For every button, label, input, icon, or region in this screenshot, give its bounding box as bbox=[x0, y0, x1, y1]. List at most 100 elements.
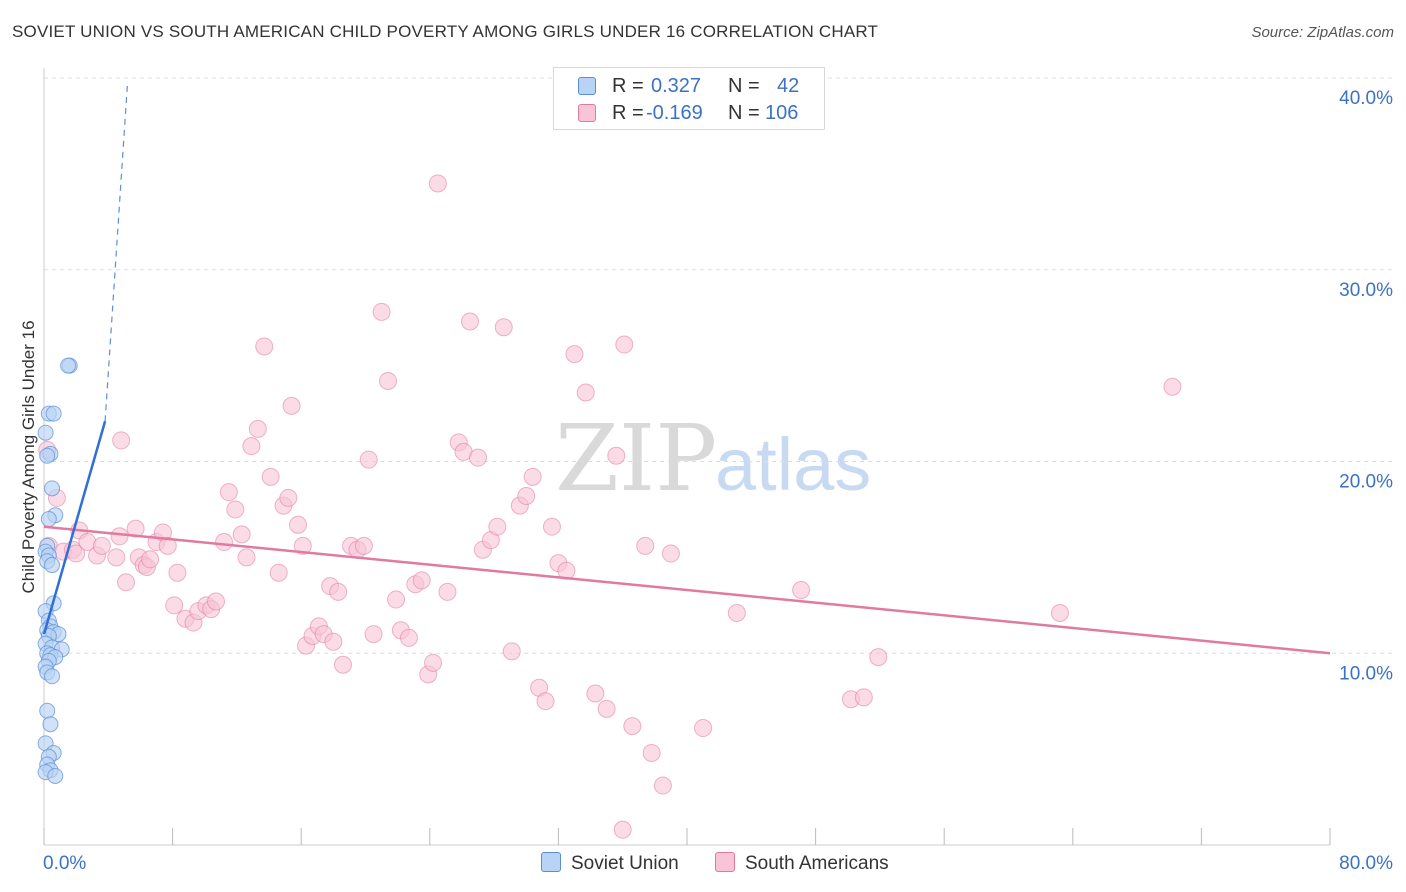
south-americans-point bbox=[293, 536, 312, 555]
soviet-union-point bbox=[39, 702, 56, 719]
south-americans-point bbox=[261, 467, 280, 486]
y-axis-title: Child Poverty Among Girls Under 16 bbox=[19, 320, 38, 593]
south-americans-point bbox=[597, 699, 616, 718]
south-americans-point bbox=[255, 337, 274, 356]
south-americans-point bbox=[854, 688, 873, 707]
south-americans-point bbox=[424, 653, 443, 672]
correlation-legend: R = 0.327 N = 42 R = -0.169 N = 106 bbox=[553, 67, 825, 130]
south-americans-point bbox=[576, 383, 595, 402]
south-americans-point bbox=[727, 603, 746, 622]
watermark-atlas: atlas bbox=[715, 423, 871, 506]
soviet-union-point bbox=[44, 557, 61, 574]
south-americans-points bbox=[38, 174, 1182, 839]
south-americans-point bbox=[502, 642, 521, 661]
chart-source: Source: ZipAtlas.com bbox=[1251, 24, 1394, 41]
soviet-union-point bbox=[44, 668, 61, 685]
south-americans-point bbox=[586, 684, 605, 703]
south-americans-point bbox=[387, 590, 406, 609]
watermark: ZIP atlas bbox=[555, 405, 871, 512]
south-americans-point bbox=[379, 371, 398, 390]
south-americans-point bbox=[412, 571, 431, 590]
y-tick-label: 20.0% bbox=[1339, 472, 1393, 493]
south-americans-point bbox=[399, 628, 418, 647]
south-americans-point bbox=[1163, 377, 1182, 396]
y-tick-label: 10.0% bbox=[1339, 663, 1393, 684]
south-americans-point bbox=[282, 396, 301, 415]
soviet-union-point bbox=[40, 511, 57, 528]
south-americans-point bbox=[333, 655, 352, 674]
south-americans-point bbox=[141, 550, 160, 569]
bottom-legend-south-americans: South Americans bbox=[715, 852, 889, 876]
bottom-legend-swatch-south-americans bbox=[715, 852, 735, 872]
legend-row-south-americans: R = -0.169 N = 106 bbox=[554, 101, 824, 127]
south-americans-point bbox=[364, 625, 383, 644]
south-americans-point bbox=[636, 536, 655, 555]
south-americans-point bbox=[623, 717, 642, 736]
legend-n-value: 42 bbox=[777, 75, 800, 97]
south-americans-point bbox=[428, 174, 447, 193]
soviet-union-point bbox=[60, 357, 77, 374]
soviet-union-point bbox=[39, 447, 56, 464]
south-americans-point bbox=[372, 302, 391, 321]
south-americans-point bbox=[158, 536, 177, 555]
south-americans-point bbox=[536, 692, 555, 711]
south-americans-point bbox=[219, 483, 238, 502]
south-americans-point bbox=[110, 527, 129, 546]
south-americans-point bbox=[92, 536, 111, 555]
south-americans-point bbox=[242, 437, 261, 456]
watermark-zip: ZIP bbox=[555, 405, 717, 512]
south-americans-point bbox=[869, 648, 888, 667]
axis-labels: 10.0% 20.0% 30.0% 40.0% 0.0% 80.0% Child Pover… bbox=[19, 88, 1393, 874]
south-americans-point bbox=[523, 467, 542, 486]
south-americans-point bbox=[613, 820, 632, 839]
legend-swatch-soviet-union bbox=[578, 77, 596, 95]
legend-row-soviet-union: R = 0.327 N = 42 bbox=[554, 74, 824, 100]
south-americans-point bbox=[269, 563, 288, 582]
x-tick-label: 80.0% bbox=[1339, 853, 1393, 874]
south-americans-point bbox=[107, 548, 126, 567]
south-americans-point bbox=[438, 582, 457, 601]
soviet-union-trend-extension bbox=[104, 81, 129, 422]
south-americans-point bbox=[215, 533, 234, 552]
south-americans-point bbox=[694, 719, 713, 738]
south-americans-point bbox=[126, 519, 145, 538]
bottom-legend-label: South Americans bbox=[745, 853, 889, 874]
legend-r-label: R = bbox=[612, 75, 644, 97]
legend-n-label: N = bbox=[728, 75, 760, 97]
south-americans-point bbox=[607, 446, 626, 465]
south-americans-point bbox=[165, 596, 184, 615]
chart-title: SOVIET UNION VS SOUTH AMERICAN CHILD POV… bbox=[12, 22, 879, 41]
legend-swatch-south-americans bbox=[578, 104, 596, 122]
legend-n-value: 106 bbox=[765, 102, 799, 124]
soviet-union-point bbox=[47, 767, 64, 784]
south-americans-point bbox=[517, 487, 536, 506]
legend-r-value: 0.327 bbox=[651, 75, 702, 97]
south-americans-point bbox=[642, 743, 661, 762]
y-tick-label: 40.0% bbox=[1339, 88, 1393, 109]
south-americans-point bbox=[1050, 603, 1069, 622]
soviet-union-point bbox=[44, 480, 61, 497]
x-tick-label: 0.0% bbox=[43, 853, 86, 874]
south-americans-point bbox=[565, 345, 584, 364]
south-americans-point bbox=[359, 450, 378, 469]
gridlines bbox=[44, 77, 1392, 654]
south-americans-point bbox=[168, 563, 187, 582]
trend-lines bbox=[42, 81, 1331, 655]
soviet-union-point bbox=[45, 405, 62, 422]
south-americans-point bbox=[329, 582, 348, 601]
south-americans-point bbox=[288, 515, 307, 534]
bottom-legend-soviet-union: Soviet Union bbox=[541, 852, 679, 876]
south-americans-point bbox=[226, 500, 245, 519]
south-americans-point bbox=[661, 544, 680, 563]
south-americans-point bbox=[237, 548, 256, 567]
south-americans-trend-line bbox=[43, 525, 1331, 655]
south-americans-point bbox=[653, 776, 672, 795]
south-americans-point bbox=[116, 573, 135, 592]
south-americans-point bbox=[248, 419, 267, 438]
soviet-union-point bbox=[42, 716, 59, 733]
soviet-union-trend-line bbox=[42, 420, 107, 635]
south-americans-point bbox=[324, 632, 343, 651]
south-americans-point bbox=[494, 318, 513, 337]
legend-r-label: R = bbox=[612, 102, 644, 124]
y-tick-label: 30.0% bbox=[1339, 280, 1393, 301]
